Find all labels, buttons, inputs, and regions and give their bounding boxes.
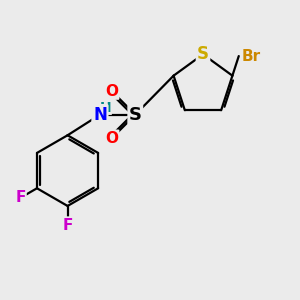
Text: O: O: [105, 84, 118, 99]
Text: S: S: [197, 45, 209, 63]
Text: S: S: [129, 106, 142, 124]
Text: O: O: [105, 131, 118, 146]
Text: F: F: [62, 218, 73, 232]
Text: H: H: [100, 101, 112, 115]
Text: Br: Br: [241, 49, 260, 64]
Text: F: F: [15, 190, 26, 205]
Text: N: N: [93, 106, 107, 124]
